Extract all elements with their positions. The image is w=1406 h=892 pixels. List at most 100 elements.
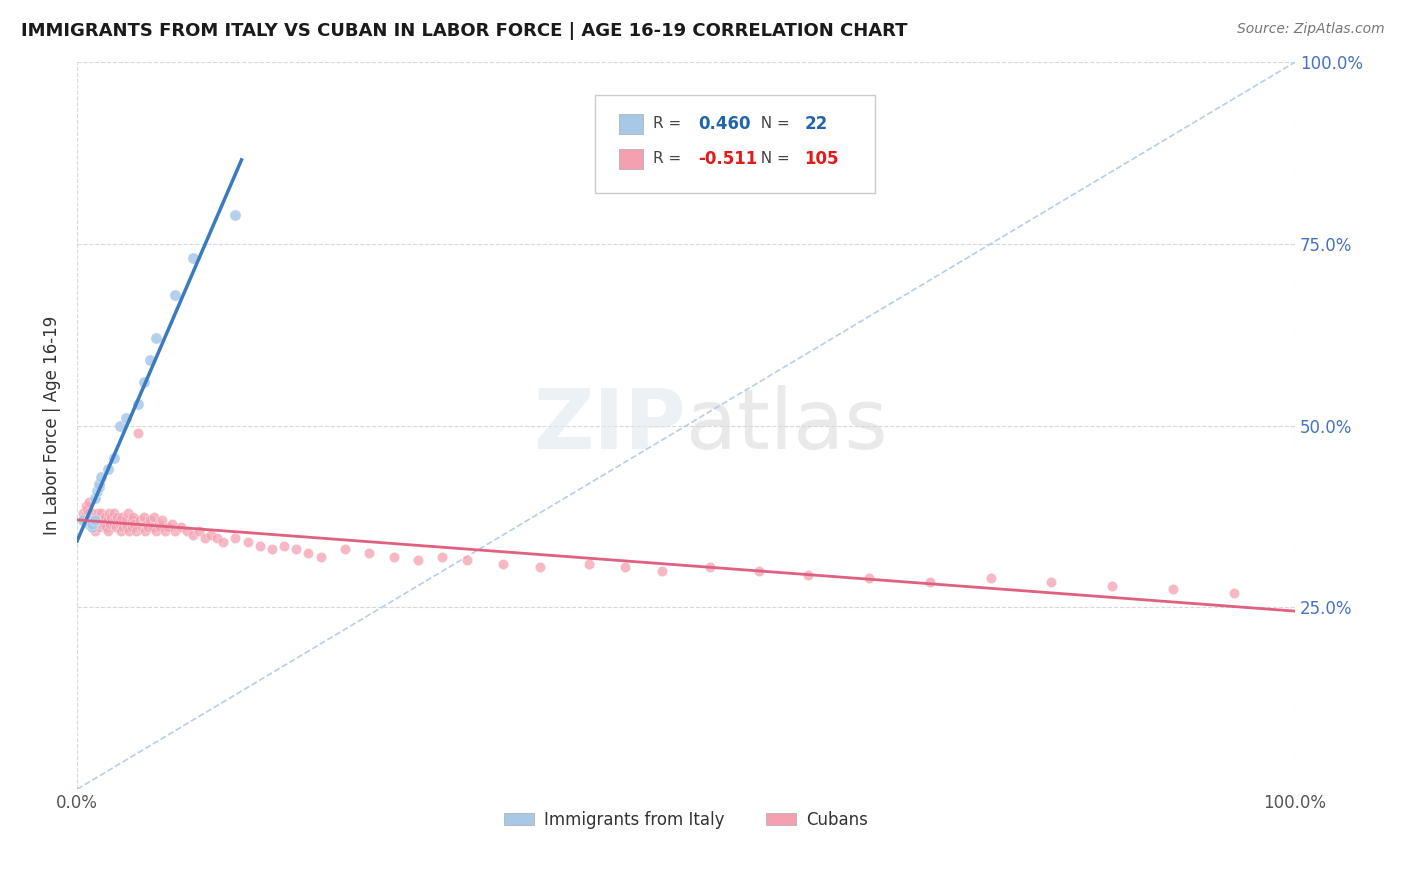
Point	[492, 557, 515, 571]
Point	[103, 506, 125, 520]
Point	[285, 542, 308, 557]
Point	[149, 520, 172, 534]
Point	[205, 532, 228, 546]
Point	[614, 560, 637, 574]
Point	[157, 520, 180, 534]
Point	[200, 527, 222, 541]
Point	[75, 499, 97, 513]
Point	[132, 509, 155, 524]
Point	[858, 571, 880, 585]
Point	[132, 375, 155, 389]
Point	[134, 524, 156, 538]
Point	[748, 564, 770, 578]
Point	[77, 513, 100, 527]
Point	[87, 509, 110, 524]
Point	[87, 476, 110, 491]
Point	[105, 520, 128, 534]
Point	[249, 539, 271, 553]
Point	[100, 509, 122, 524]
Text: N =: N =	[751, 117, 794, 131]
Point	[73, 509, 96, 524]
Point	[86, 516, 108, 531]
Point	[169, 520, 191, 534]
Legend: Immigrants from Italy, Cubans: Immigrants from Italy, Cubans	[498, 804, 875, 836]
Point	[110, 524, 132, 538]
Point	[187, 524, 209, 538]
Point	[108, 516, 131, 531]
Point	[129, 513, 152, 527]
Point	[406, 553, 429, 567]
Point	[111, 509, 134, 524]
Point	[122, 509, 145, 524]
Point	[96, 520, 118, 534]
Point	[112, 520, 135, 534]
Point	[797, 567, 820, 582]
Point	[82, 513, 104, 527]
Point	[114, 516, 136, 531]
Point	[124, 524, 146, 538]
Point	[333, 542, 356, 557]
Point	[94, 509, 117, 524]
Point	[90, 469, 112, 483]
Point	[1040, 574, 1063, 589]
Point	[104, 513, 127, 527]
Point	[84, 524, 107, 538]
Point	[359, 546, 381, 560]
Point	[194, 532, 217, 546]
Point	[153, 524, 176, 538]
Point	[142, 509, 165, 524]
Point	[76, 502, 98, 516]
Point	[121, 513, 143, 527]
Text: Source: ZipAtlas.com: Source: ZipAtlas.com	[1237, 22, 1385, 37]
Point	[145, 524, 167, 538]
Point	[163, 287, 186, 301]
Point	[918, 574, 941, 589]
Point	[124, 516, 146, 531]
Point	[114, 513, 136, 527]
Point	[273, 539, 295, 553]
Point	[87, 520, 110, 534]
Text: 105: 105	[804, 150, 839, 168]
Point	[142, 520, 165, 534]
Point	[131, 520, 153, 534]
Point	[139, 513, 162, 527]
FancyBboxPatch shape	[595, 95, 875, 193]
Point	[212, 535, 235, 549]
Point	[150, 513, 173, 527]
Point	[309, 549, 332, 564]
Point	[529, 560, 551, 574]
Point	[84, 491, 107, 506]
Point	[72, 513, 94, 527]
Point	[224, 208, 246, 222]
FancyBboxPatch shape	[619, 114, 644, 134]
Point	[1101, 579, 1123, 593]
Point	[80, 516, 103, 531]
Point	[90, 506, 112, 520]
Point	[79, 513, 101, 527]
Point	[160, 516, 183, 531]
Text: atlas: atlas	[686, 385, 887, 467]
Point	[118, 524, 141, 538]
Text: -0.511: -0.511	[699, 150, 758, 168]
Point	[96, 462, 118, 476]
Text: R =: R =	[654, 117, 686, 131]
Text: ZIP: ZIP	[533, 385, 686, 467]
Point	[135, 516, 157, 531]
Point	[86, 484, 108, 499]
Point	[1223, 586, 1246, 600]
Point	[432, 549, 454, 564]
Y-axis label: In Labor Force | Age 16-19: In Labor Force | Age 16-19	[44, 316, 60, 535]
Point	[93, 516, 115, 531]
Point	[80, 516, 103, 531]
Point	[699, 560, 721, 574]
Point	[176, 524, 198, 538]
Point	[77, 516, 100, 531]
Point	[87, 506, 110, 520]
Point	[1161, 582, 1184, 597]
Point	[105, 509, 128, 524]
Text: 0.460: 0.460	[699, 115, 751, 133]
Point	[114, 411, 136, 425]
Point	[236, 535, 259, 549]
Point	[91, 513, 114, 527]
Text: IMMIGRANTS FROM ITALY VS CUBAN IN LABOR FORCE | AGE 16-19 CORRELATION CHART: IMMIGRANTS FROM ITALY VS CUBAN IN LABOR …	[21, 22, 908, 40]
